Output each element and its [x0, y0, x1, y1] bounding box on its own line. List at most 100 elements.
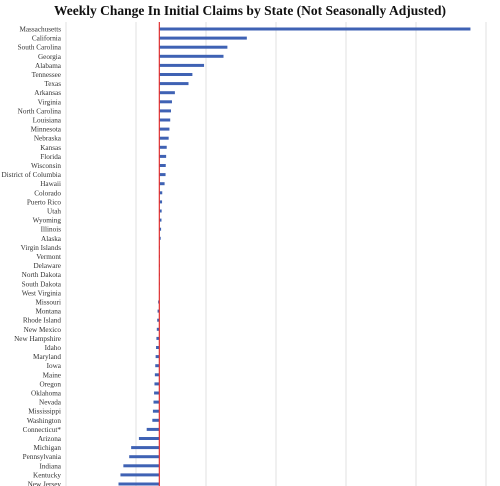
category-label: Kentucky	[33, 471, 61, 479]
bar	[159, 100, 172, 104]
bar	[123, 464, 160, 468]
bar	[156, 336, 160, 340]
category-label: Louisiana	[33, 117, 62, 125]
bar	[155, 355, 160, 359]
category-label: Puerto Rico	[27, 198, 62, 206]
category-label: Indiana	[39, 462, 61, 470]
category-label: Maine	[43, 371, 61, 379]
category-label: Arkansas	[34, 89, 61, 97]
bar	[120, 473, 160, 477]
bar	[159, 73, 193, 76]
bar	[159, 109, 171, 113]
bar	[152, 418, 160, 422]
category-label: Wyoming	[33, 217, 62, 225]
bar	[159, 54, 224, 58]
bar	[118, 482, 160, 486]
category-label: New Mexico	[24, 326, 62, 334]
category-label: New Jersey	[28, 481, 62, 486]
bar	[146, 427, 160, 431]
category-label: California	[32, 35, 62, 43]
category-label: Idaho	[45, 344, 62, 352]
category-label: Wisconsin	[31, 162, 61, 170]
category-label: Washington	[27, 417, 62, 425]
bar	[138, 437, 160, 440]
category-label: North Carolina	[18, 107, 62, 115]
bar	[159, 45, 228, 49]
bar	[154, 391, 160, 395]
bar	[154, 382, 160, 386]
category-label: Virgin Islands	[21, 244, 62, 252]
bar	[159, 236, 161, 240]
category-label: Iowa	[47, 362, 62, 370]
bar	[159, 191, 163, 195]
category-label: Virginia	[38, 98, 62, 106]
category-label: Connecticut*	[23, 426, 62, 434]
bar	[159, 200, 163, 204]
bar	[159, 127, 170, 131]
bar	[159, 82, 189, 86]
category-label: Mississippi	[28, 408, 61, 416]
bar	[159, 154, 167, 158]
bar	[159, 36, 247, 40]
bar	[157, 318, 160, 322]
bars	[118, 27, 471, 486]
category-label: Missouri	[35, 299, 61, 307]
bar	[159, 136, 169, 140]
category-label: Michigan	[33, 444, 61, 452]
bar	[159, 173, 166, 177]
bar	[152, 409, 160, 413]
bar	[129, 455, 160, 459]
category-label: Delaware	[33, 262, 61, 270]
bar	[131, 446, 160, 450]
category-label: Alabama	[35, 62, 62, 70]
category-label: Maryland	[33, 353, 61, 361]
category-label: Tennessee	[32, 71, 61, 79]
category-label: New Hampshire	[14, 335, 61, 343]
bar	[159, 63, 205, 67]
bar	[159, 182, 165, 186]
bar	[159, 218, 162, 222]
category-label: Florida	[40, 153, 62, 161]
category-label: South Carolina	[18, 44, 62, 52]
category-label: North Dakota	[22, 271, 62, 279]
category-label: Utah	[47, 208, 61, 216]
category-label: Nevada	[39, 399, 62, 407]
category-label: Minnesota	[31, 126, 62, 134]
bar	[155, 364, 160, 368]
bar	[154, 373, 160, 377]
category-label: Kansas	[40, 144, 61, 152]
bar	[159, 118, 171, 122]
bar	[159, 164, 166, 167]
category-label: Alaska	[41, 235, 62, 243]
category-label: Vermont	[36, 253, 61, 261]
bar	[159, 27, 471, 31]
bar	[159, 145, 167, 149]
bar	[159, 227, 162, 231]
category-label: Massachusetts	[19, 26, 61, 34]
bar	[153, 400, 160, 404]
category-label: Oklahoma	[31, 390, 62, 398]
category-label: Rhode Island	[23, 317, 62, 325]
category-label: South Dakota	[22, 280, 62, 288]
category-label: Georgia	[38, 53, 62, 61]
category-label: Illinois	[41, 226, 62, 234]
category-label: Colorado	[34, 189, 61, 197]
category-label: Arizona	[38, 435, 62, 443]
grid-layer	[65, 22, 487, 486]
bar	[159, 91, 175, 95]
category-label: West Virginia	[22, 289, 62, 297]
bar	[156, 346, 160, 349]
category-label: Oregon	[39, 380, 61, 388]
category-label: Nebraska	[34, 135, 62, 143]
bar	[156, 327, 160, 331]
category-label: Pennsylvania	[23, 453, 62, 461]
category-label: District of Columbia	[2, 171, 62, 179]
category-label: Montana	[35, 308, 61, 316]
chart-title: Weekly Change In Initial Claims by State…	[54, 3, 446, 18]
category-label: Hawaii	[40, 180, 61, 188]
category-label: Texas	[44, 80, 61, 88]
bar	[157, 309, 160, 313]
